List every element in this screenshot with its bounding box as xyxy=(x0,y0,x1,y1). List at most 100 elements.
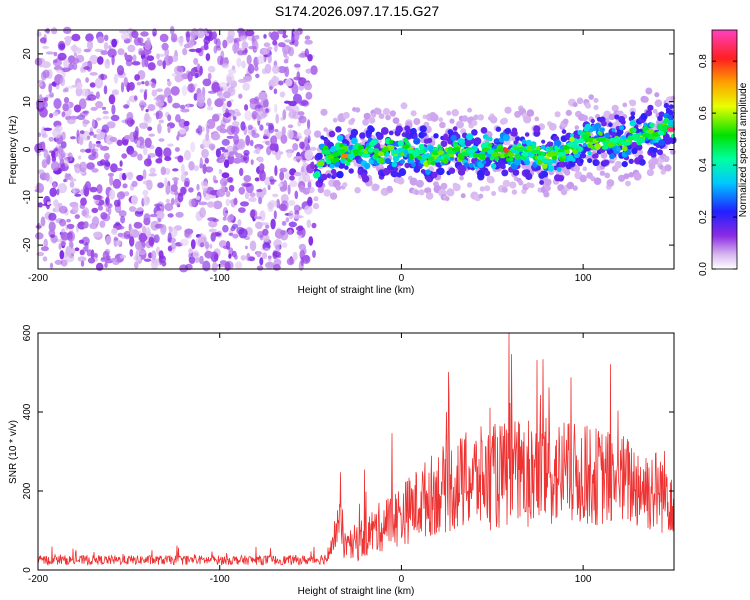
noise-blob xyxy=(205,132,210,142)
noise-blob xyxy=(208,167,213,171)
signal-blob xyxy=(489,115,498,124)
signal-core xyxy=(476,152,486,158)
noise-blob xyxy=(130,227,134,238)
noise-blob xyxy=(49,262,54,269)
noise-blob xyxy=(177,155,184,163)
noise-blob xyxy=(176,66,184,72)
noise-blob xyxy=(263,136,269,140)
noise-blob xyxy=(258,196,263,205)
noise-blob xyxy=(280,134,288,144)
noise-blob xyxy=(152,32,157,37)
noise-blob xyxy=(253,215,258,219)
noise-blob xyxy=(135,250,139,261)
noise-blob xyxy=(149,213,158,218)
signal-blob xyxy=(521,139,527,145)
noise-blob xyxy=(109,189,116,200)
noise-blob xyxy=(127,44,136,53)
signal-blob xyxy=(345,161,351,167)
noise-blob xyxy=(262,243,266,250)
noise-blob xyxy=(262,228,269,236)
signal-blob xyxy=(593,177,602,185)
noise-blob xyxy=(249,192,256,198)
noise-blob xyxy=(222,112,232,118)
noise-blob xyxy=(304,254,310,262)
noise-blob xyxy=(50,234,55,239)
signal-blob xyxy=(384,158,392,165)
signal-blob xyxy=(489,177,495,184)
noise-blob xyxy=(282,29,287,39)
signal-blob xyxy=(541,151,546,156)
x-tick-label: -200 xyxy=(28,574,48,585)
noise-blob xyxy=(45,172,50,182)
signal-blob xyxy=(600,151,608,159)
signal-blob xyxy=(594,143,601,150)
noise-blob xyxy=(136,81,142,86)
noise-blob xyxy=(126,112,134,121)
noise-blob xyxy=(40,71,47,81)
signal-blob xyxy=(425,169,431,176)
signal-blob xyxy=(399,159,405,165)
noise-blob xyxy=(156,94,166,100)
noise-blob xyxy=(89,54,99,65)
noise-blob xyxy=(42,256,48,262)
noise-blob xyxy=(304,48,309,58)
signal-blob xyxy=(481,159,487,165)
signal-core xyxy=(582,134,590,140)
noise-blob xyxy=(89,82,96,88)
noise-blob xyxy=(107,48,117,58)
noise-blob xyxy=(147,62,156,71)
noise-blob xyxy=(248,45,257,50)
noise-blob xyxy=(70,57,80,65)
noise-blob xyxy=(202,78,212,87)
signal-blob xyxy=(460,193,466,199)
signal-blob xyxy=(625,180,631,187)
noise-blob xyxy=(102,250,110,260)
noise-blob xyxy=(147,104,156,112)
noise-blob xyxy=(216,188,226,198)
noise-blob xyxy=(244,245,248,250)
signal-blob xyxy=(557,175,565,182)
signal-core xyxy=(541,158,551,164)
noise-blob xyxy=(194,73,199,79)
signal-blob xyxy=(385,114,391,121)
noise-blob xyxy=(102,110,109,115)
noise-blob xyxy=(41,133,48,139)
noise-blob xyxy=(158,250,164,259)
signal-blob xyxy=(544,178,552,186)
noise-blob xyxy=(255,147,261,155)
noise-blob xyxy=(179,38,184,47)
colorbar-label: Normalized spectral amplitude xyxy=(738,82,749,217)
noise-blob xyxy=(135,207,144,212)
noise-blob xyxy=(309,161,315,169)
noise-blob xyxy=(79,148,86,153)
signal-blob xyxy=(537,158,543,165)
noise-blob xyxy=(113,73,119,84)
noise-blob xyxy=(113,199,120,207)
noise-blob xyxy=(83,187,90,197)
signal-core xyxy=(451,147,461,153)
noise-blob xyxy=(94,148,99,152)
noise-blob xyxy=(212,218,219,223)
noise-blob xyxy=(242,82,250,91)
signal-blob xyxy=(376,132,384,140)
noise-blob xyxy=(60,232,70,241)
y-tick-label: 200 xyxy=(22,482,33,499)
signal-blob xyxy=(554,139,562,147)
noise-blob xyxy=(227,86,236,97)
noise-blob xyxy=(239,35,247,42)
noise-blob xyxy=(296,230,303,236)
signal-blob xyxy=(642,96,649,103)
noise-blob xyxy=(158,138,165,142)
signal-blob xyxy=(476,169,485,178)
noise-blob xyxy=(208,143,216,150)
noise-blob xyxy=(259,163,265,172)
noise-blob xyxy=(225,190,231,198)
noise-blob xyxy=(241,182,251,188)
noise-blob xyxy=(288,210,294,220)
noise-blob xyxy=(42,46,50,49)
noise-blob xyxy=(201,181,209,192)
noise-blob xyxy=(124,135,131,140)
noise-blob xyxy=(37,202,43,208)
noise-blob xyxy=(121,153,128,159)
noise-blob xyxy=(106,121,116,129)
